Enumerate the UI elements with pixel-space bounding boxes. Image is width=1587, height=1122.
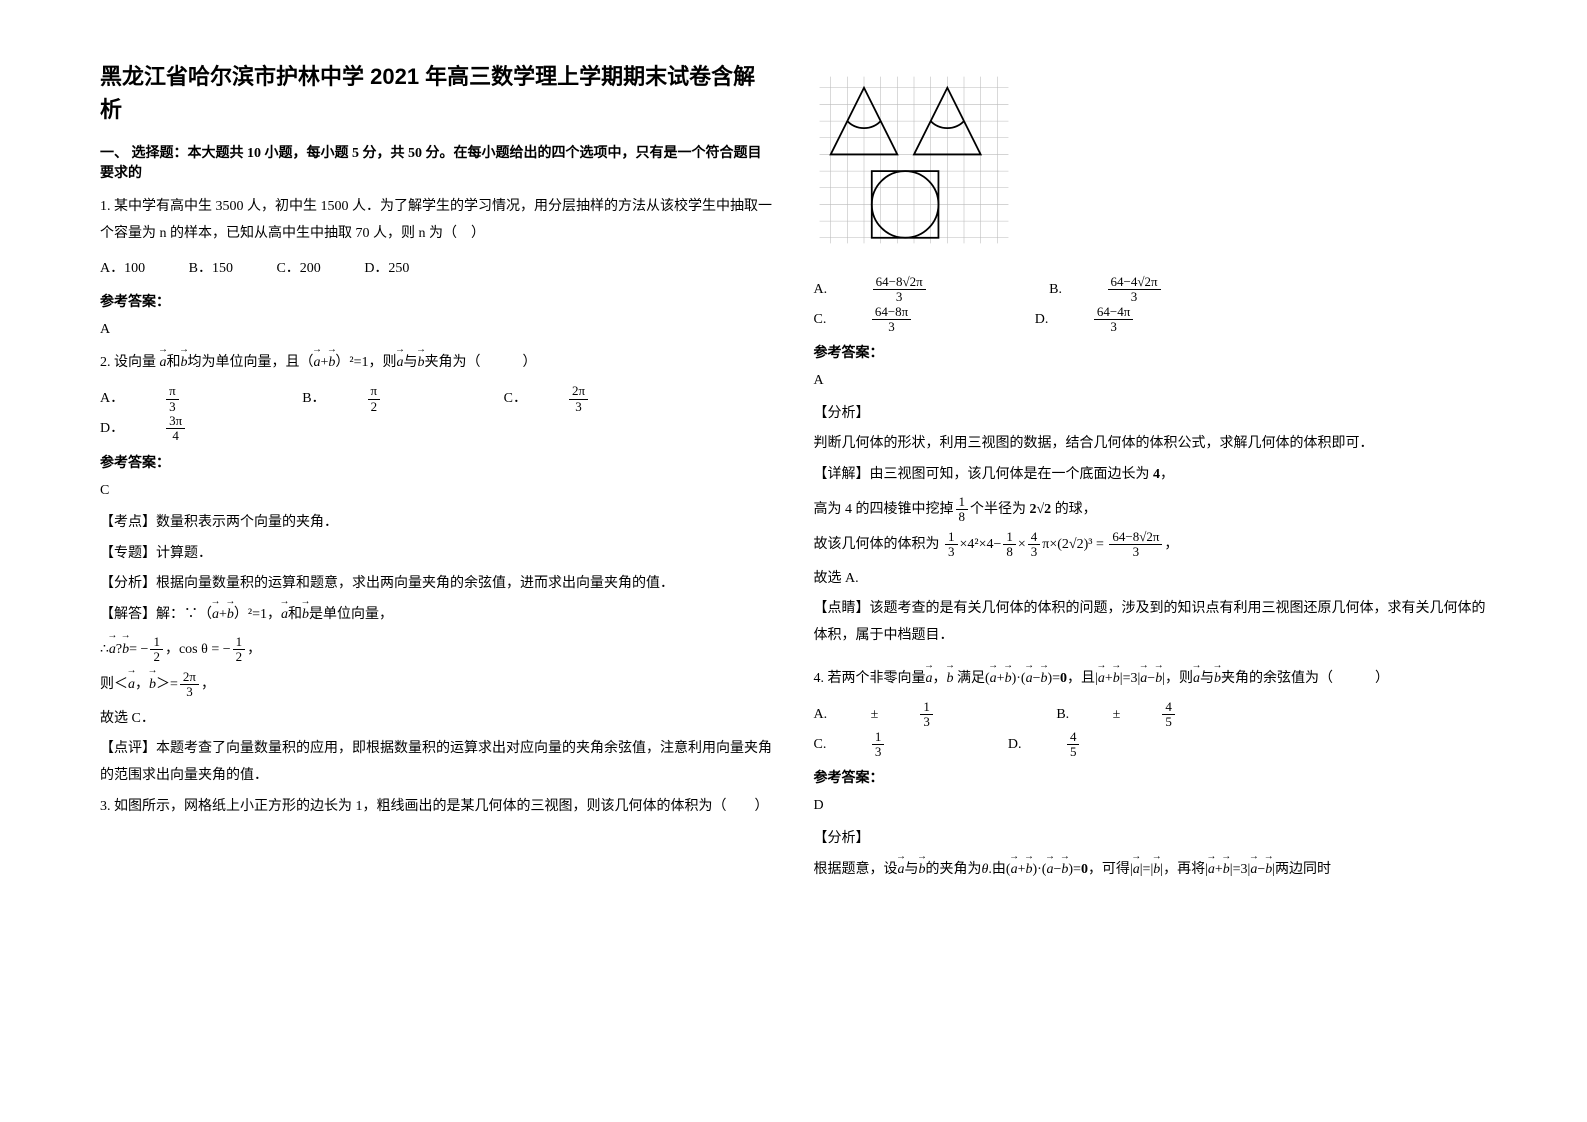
vector-b-icon: b: [328, 350, 335, 377]
q3-opt-c: C. 64−8π3: [814, 305, 992, 335]
q1-opt-a: A．100: [100, 261, 145, 276]
three-view-diagram: [814, 70, 1014, 250]
doc-title: 黑龙江省哈尔滨市护林中学 2021 年高三数学理上学期期末试卷含解析: [100, 60, 774, 126]
q4-answer-label: 参考答案：: [814, 767, 1488, 787]
vector-a-icon: a: [397, 350, 404, 377]
q2-opt-d: D．3π4: [100, 414, 265, 444]
q3-text: 3. 如图所示，网格纸上小正方形的边长为 1，粗线画出的是某几何体的三视图，则该…: [100, 794, 774, 821]
q2-answer: C: [100, 478, 774, 505]
q2-options: A．π3 B．π2 C．2π3 D．3π4: [100, 384, 774, 443]
q2-opt-a: A．π3: [100, 384, 259, 414]
q2-tag-1: 【考点】数量积表示两个向量的夹角．: [100, 510, 774, 537]
q1-answer: A: [100, 317, 774, 344]
vector-b-icon: b: [418, 350, 425, 377]
q2-suffix: 夹角为（ ）: [425, 355, 537, 370]
q2-conclusion: 故选 C．: [100, 706, 774, 733]
vector-b-icon: b: [181, 350, 188, 377]
right-column: A. 64−8√2π3 B. 64−4√2π3 C. 64−8π3 D. 64−…: [814, 60, 1488, 1062]
q3-line1: 高为 4 的四棱锥中挖掉18个半径为 2√2 的球，: [814, 495, 1488, 525]
q2-formula-1: ∴a?b= −12，cos θ = −12，: [100, 635, 774, 665]
vector-a-icon: a: [128, 671, 135, 699]
q3-comment: 【点睛】该题考查的是有关几何体的体积的问题，涉及到的知识点有利用三视图还原几何体…: [814, 596, 1488, 649]
vector-a-icon: a: [281, 602, 288, 629]
q3-answer: A: [814, 368, 1488, 395]
q3-tag-2: 判断几何体的形状，利用三视图的数据，结合几何体的体积公式，求解几何体的体积即可．: [814, 431, 1488, 458]
q2-opt-c: C．2π3: [504, 384, 668, 414]
q3-opt-a: A. 64−8√2π3: [814, 275, 1006, 305]
vector-a-icon: a: [160, 350, 167, 377]
q2-solve-suffix: 是单位向量，: [309, 607, 393, 622]
q2-solve: 【解答】解：∵（a+b）²=1，a和b是单位向量，: [100, 602, 774, 629]
q2-mid: 均为单位向量，且（: [188, 355, 314, 370]
vector-a-icon: a: [314, 350, 321, 377]
q2-tag-2: 【专题】计算题．: [100, 541, 774, 568]
q2-comment: 【点评】本题考查了向量数量积的应用，即根据数量积的运算求出对应向量的夹角余弦值，…: [100, 736, 774, 789]
q4-opt-c: C. 13: [814, 730, 965, 760]
vector-b-icon: b: [302, 602, 309, 629]
q3-answer-label: 参考答案：: [814, 342, 1488, 362]
vector-b-icon: b: [947, 666, 954, 693]
q1-opt-b: B．150: [189, 261, 233, 276]
q3-opt-d: D. 64−4π3: [1035, 305, 1214, 335]
q3-line2: 故该几何体的体积为 13×4²×4−18×43π×(2√2)³ = 64−8√2…: [814, 530, 1488, 560]
q1-text: 1. 某中学有高中生 3500 人，初中生 1500 人．为了解学生的学习情况，…: [100, 194, 774, 247]
q2-answer-label: 参考答案：: [100, 452, 774, 472]
q3-detail: 【详解】由三视图可知，该几何体是在一个底面边长为 4，: [814, 462, 1488, 489]
q2-prefix: 2. 设向量: [100, 355, 156, 370]
vector-b-icon: b: [227, 602, 234, 629]
q4-text: 4. 若两个非零向量a，b 满足(a+b)·(a−b)=0，且|a+b|=3|a…: [814, 666, 1488, 693]
vector-a-icon: a: [212, 602, 219, 629]
q4-answer: D: [814, 793, 1488, 820]
q2-tag-3: 【分析】根据向量数量积的运算和题意，求出两向量夹角的余弦值，进而求出向量夹角的值…: [100, 571, 774, 598]
q2-text: 2. 设向量 a和b均为单位向量，且（a+b）²=1，则a与b夹角为（ ）: [100, 350, 774, 377]
q4-line: 根据题意，设a与b的夹角为θ.由(a+b)·(a−b)=0，可得|a|=|b|，…: [814, 857, 1488, 884]
q2-formula-2: 则＜a，b＞=2π3，: [100, 670, 774, 700]
q1-opt-d: D．250: [364, 261, 409, 276]
q3-opt-b: B. 64−4√2π3: [1049, 275, 1240, 305]
vector-a-icon: a: [926, 666, 933, 693]
q1-opt-c: C．200: [276, 261, 320, 276]
q2-opt-b: B．π2: [302, 384, 460, 414]
left-column: 黑龙江省哈尔滨市护林中学 2021 年高三数学理上学期期末试卷含解析 一、 选择…: [100, 60, 774, 1062]
q4-tag-1: 【分析】: [814, 826, 1488, 853]
q1-options: A．100 B．150 C．200 D．250: [100, 255, 774, 283]
vector-a-icon: a: [109, 636, 116, 664]
q3-tag-1: 【分析】: [814, 401, 1488, 428]
vector-b-icon: b: [122, 636, 129, 664]
q4-opt-b: B. ±45: [1056, 700, 1255, 730]
q2-solve-prefix: 【解答】解：∵（: [100, 607, 212, 622]
q3-conclusion: 故选 A.: [814, 566, 1488, 593]
vector-b-icon: b: [149, 671, 156, 699]
q4-options: A. ±13 B. ±45 C. 13 D. 45: [814, 700, 1488, 759]
q4-opt-d: D. 45: [1008, 730, 1160, 760]
section-head: 一、 选择题：本大题共 10 小题，每小题 5 分，共 50 分。在每小题给出的…: [100, 142, 774, 182]
q1-answer-label: 参考答案：: [100, 291, 774, 311]
q3-options: A. 64−8√2π3 B. 64−4√2π3 C. 64−8π3 D. 64−…: [814, 275, 1488, 334]
q4-opt-a: A. ±13: [814, 700, 1013, 730]
